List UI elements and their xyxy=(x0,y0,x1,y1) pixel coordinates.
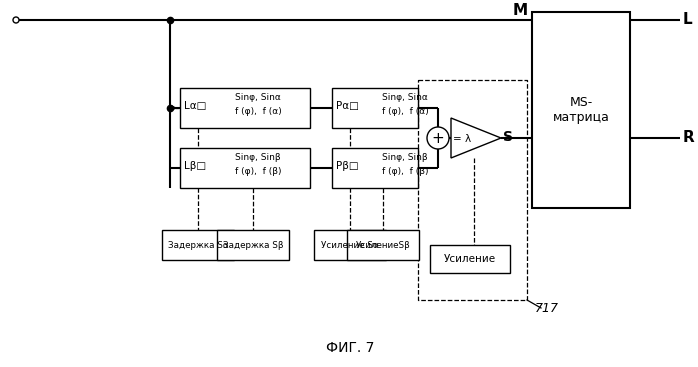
Polygon shape xyxy=(451,118,501,158)
Text: f (φ),  f (α): f (φ), f (α) xyxy=(235,108,282,116)
Bar xyxy=(162,230,234,260)
Text: Sinφ, Sinα: Sinφ, Sinα xyxy=(382,94,428,102)
Text: Усиление: Усиление xyxy=(444,254,496,264)
Text: M: M xyxy=(513,3,528,18)
Bar xyxy=(332,88,418,128)
Text: Sinφ, Sinβ: Sinφ, Sinβ xyxy=(382,153,428,163)
Text: f (φ),  f (β): f (φ), f (β) xyxy=(235,167,281,177)
Text: S: S xyxy=(503,130,513,144)
Text: УсилениеSβ: УсилениеSβ xyxy=(355,240,410,250)
Text: Pα□: Pα□ xyxy=(336,101,359,111)
Text: Lα□: Lα□ xyxy=(184,101,207,111)
Bar xyxy=(217,230,289,260)
Bar xyxy=(314,230,386,260)
Bar xyxy=(180,88,310,128)
Bar xyxy=(347,230,419,260)
Text: Sinφ, Sinα: Sinφ, Sinα xyxy=(235,94,281,102)
Bar xyxy=(332,148,418,188)
Text: R: R xyxy=(683,131,695,145)
Text: Задержка Sβ: Задержка Sβ xyxy=(223,240,283,250)
Text: матрица: матрица xyxy=(553,112,609,124)
Bar xyxy=(532,12,630,208)
Text: Lβ□: Lβ□ xyxy=(184,161,206,171)
Text: ФИГ. 7: ФИГ. 7 xyxy=(326,341,374,355)
Circle shape xyxy=(13,17,19,23)
Text: L: L xyxy=(683,12,692,28)
Text: MS-: MS- xyxy=(570,95,593,109)
Bar xyxy=(180,148,310,188)
Text: Sinφ, Sinβ: Sinφ, Sinβ xyxy=(235,153,281,163)
Bar xyxy=(430,245,510,273)
Text: +: + xyxy=(431,131,445,146)
Text: = λ: = λ xyxy=(453,134,471,143)
Text: Pβ□: Pβ□ xyxy=(336,161,359,171)
Circle shape xyxy=(427,127,449,149)
Text: f (φ),  f (α): f (φ), f (α) xyxy=(382,108,429,116)
Text: Усиление Sα: Усиление Sα xyxy=(321,240,379,250)
Text: 717: 717 xyxy=(535,302,559,315)
Text: Задержка Sα: Задержка Sα xyxy=(168,240,228,250)
Text: f (φ),  f (β): f (φ), f (β) xyxy=(382,167,429,177)
